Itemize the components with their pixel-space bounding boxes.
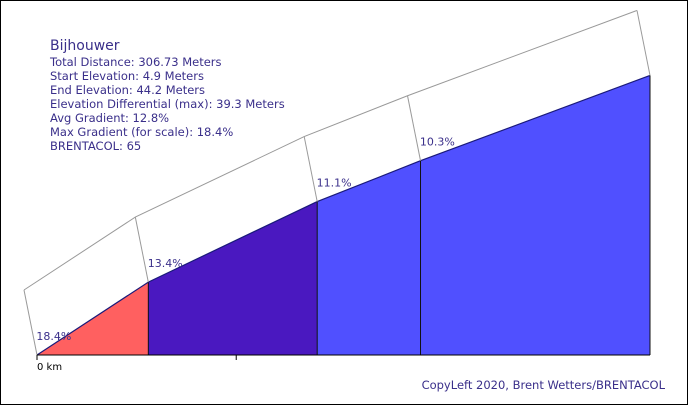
gradient-segment-3	[317, 160, 421, 355]
end-elevation: End Elevation: 44.2 Meters	[50, 83, 206, 97]
gradient-label-4: 10.3%	[420, 136, 455, 149]
band-edge-3	[303, 136, 318, 202]
route-info: Bijhouwer Total Distance: 306.73 Meters …	[50, 38, 285, 153]
brentacol-score: BRENTACOL: 65	[50, 139, 142, 153]
start-elevation: Start Elevation: 4.9 Meters	[50, 69, 204, 83]
gradient-label-1: 18.4%	[36, 330, 71, 343]
gradient-segment-2	[148, 201, 318, 355]
band-edge-4	[407, 95, 422, 161]
band-top-line	[23, 9, 638, 291]
band-edge-1	[23, 289, 38, 356]
band-edge-5	[636, 10, 651, 76]
x-axis-tick-label: 0 km	[37, 362, 62, 373]
avg-gradient: Avg Gradient: 12.8%	[50, 111, 170, 125]
total-distance: Total Distance: 306.73 Meters	[50, 55, 222, 69]
gradient-segment-4	[420, 75, 650, 355]
copyright-credit: CopyLeft 2020, Brent Wetters/BRENTACOL	[421, 378, 665, 392]
band-edge-2	[134, 216, 149, 283]
elevation-differential: Elevation Differential (max): 39.3 Meter…	[50, 97, 285, 111]
route-title: Bijhouwer	[50, 38, 120, 54]
gradient-label-2: 13.4%	[148, 257, 183, 270]
gradient-label-3: 11.1%	[317, 177, 352, 190]
max-gradient: Max Gradient (for scale): 18.4%	[50, 125, 234, 139]
